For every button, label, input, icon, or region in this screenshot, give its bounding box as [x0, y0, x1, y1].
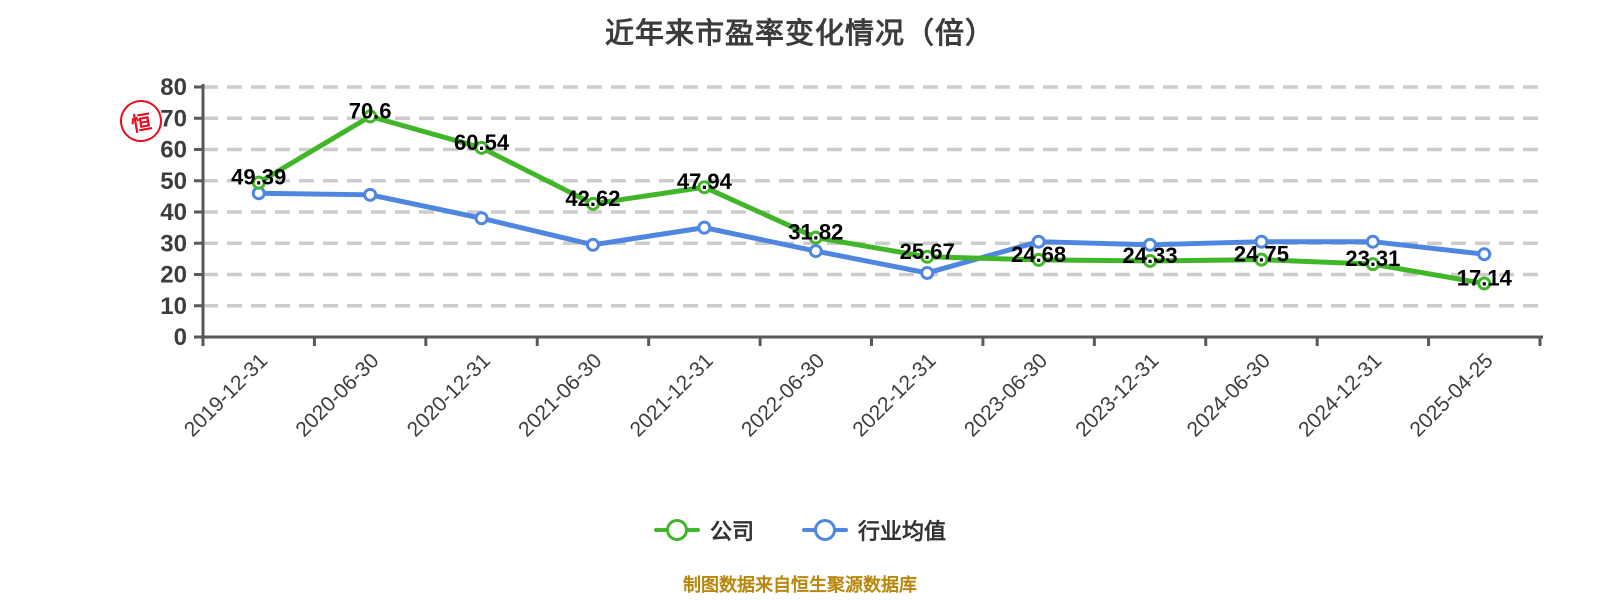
data-point-company-0[interactable] [251, 175, 266, 190]
x-tick-label-2024-12-31: 2024-12-31 [1294, 349, 1386, 441]
data-point-company-9[interactable] [1254, 252, 1269, 267]
legend: 公司 行业均值 [0, 514, 1600, 546]
data-point-industry-average-8[interactable] [1143, 237, 1158, 252]
data-point-company-10[interactable] [1365, 257, 1380, 272]
data-point-industry-average-1[interactable] [363, 187, 378, 202]
legend-item-industry-average[interactable]: 行业均值 [802, 514, 946, 546]
y-tick-label-20: 20 [160, 262, 187, 289]
data-label-company-11: 17.14 [1457, 265, 1513, 290]
x-tick-label-2023-12-31: 2023-12-31 [1071, 349, 1163, 441]
series-line-company [256, 113, 1487, 286]
chart-title: 近年来市盈率变化情况（倍） [604, 18, 995, 50]
data-point-industry-average-3[interactable] [585, 237, 600, 252]
x-tick-label-2020-06-30: 2020-06-30 [291, 349, 383, 441]
y-tick-label-80: 80 [160, 74, 187, 101]
data-label-company-4: 47.94 [677, 169, 733, 194]
data-label-company-9: 24.75 [1234, 242, 1289, 267]
data-label-company-8: 24.33 [1123, 243, 1178, 268]
data-point-company-11[interactable] [1477, 276, 1492, 291]
series-line-industry-average [256, 190, 1487, 276]
y-tick-label-40: 40 [160, 199, 187, 226]
footer-source-note: 制图数据来自恒生聚源数据库 [683, 575, 917, 595]
data-label-company-3: 42.62 [565, 186, 620, 211]
data-label-company-2: 60.54 [454, 130, 510, 155]
x-tick-label-2025-04-25: 2025-04-25 [1406, 349, 1498, 441]
data-point-industry-average-4[interactable] [697, 220, 712, 235]
data-label-company-10: 23.31 [1345, 246, 1400, 271]
y-tick-label-30: 30 [160, 230, 187, 257]
data-point-company-2[interactable] [474, 140, 489, 155]
legend-label-company: 公司 [709, 519, 754, 544]
legend-item-company[interactable]: 公司 [653, 514, 754, 546]
data-point-industry-average-10[interactable] [1365, 234, 1380, 249]
data-point-company-7[interactable] [1031, 252, 1046, 267]
data-label-company-6: 25.67 [900, 239, 955, 264]
data-label-company-5: 31.82 [788, 220, 843, 245]
y-tick-label-0: 0 [174, 324, 187, 351]
x-tick-label-2021-12-31: 2021-12-31 [626, 349, 718, 441]
data-point-company-5[interactable] [808, 230, 823, 245]
legend-dot-icon [665, 519, 688, 541]
x-tick-label-2022-06-30: 2022-06-30 [737, 349, 829, 441]
legend-dot-icon [814, 519, 836, 541]
x-tick-label-2019-12-31: 2019-12-31 [180, 349, 272, 441]
x-tick-label-2024-06-30: 2024-06-30 [1183, 349, 1275, 441]
x-tick-label-2021-06-30: 2021-06-30 [514, 349, 606, 441]
legend-marker-company [653, 519, 700, 541]
data-point-industry-average-5[interactable] [808, 244, 823, 259]
legend-label-industry-average: 行业均值 [858, 519, 947, 544]
data-point-industry-average-9[interactable] [1254, 234, 1269, 249]
data-point-company-1[interactable] [363, 109, 378, 124]
y-tick-label-10: 10 [160, 293, 187, 320]
x-tick-label-2020-12-31: 2020-12-31 [403, 349, 495, 441]
data-point-company-4[interactable] [697, 180, 712, 195]
x-tick-label-2022-12-31: 2022-12-31 [848, 349, 940, 441]
data-point-industry-average-2[interactable] [474, 211, 489, 226]
y-tick-label-60: 60 [160, 137, 187, 164]
y-tick-label-50: 50 [160, 168, 187, 195]
data-label-company-1: 70.6 [349, 98, 392, 123]
data-point-company-8[interactable] [1143, 253, 1158, 268]
data-point-company-3[interactable] [585, 196, 600, 211]
data-label-company-0: 49.39 [231, 165, 286, 190]
data-point-industry-average-7[interactable] [1031, 234, 1046, 249]
data-label-company-7: 24.68 [1011, 242, 1066, 267]
x-tick-label-2023-06-30: 2023-06-30 [960, 349, 1052, 441]
data-point-company-6[interactable] [920, 249, 935, 264]
legend-marker-industry-average [802, 519, 848, 541]
y-tick-label-70: 70 [160, 105, 187, 132]
data-point-industry-average-6[interactable] [920, 265, 935, 280]
data-point-industry-average-11[interactable] [1477, 247, 1492, 262]
